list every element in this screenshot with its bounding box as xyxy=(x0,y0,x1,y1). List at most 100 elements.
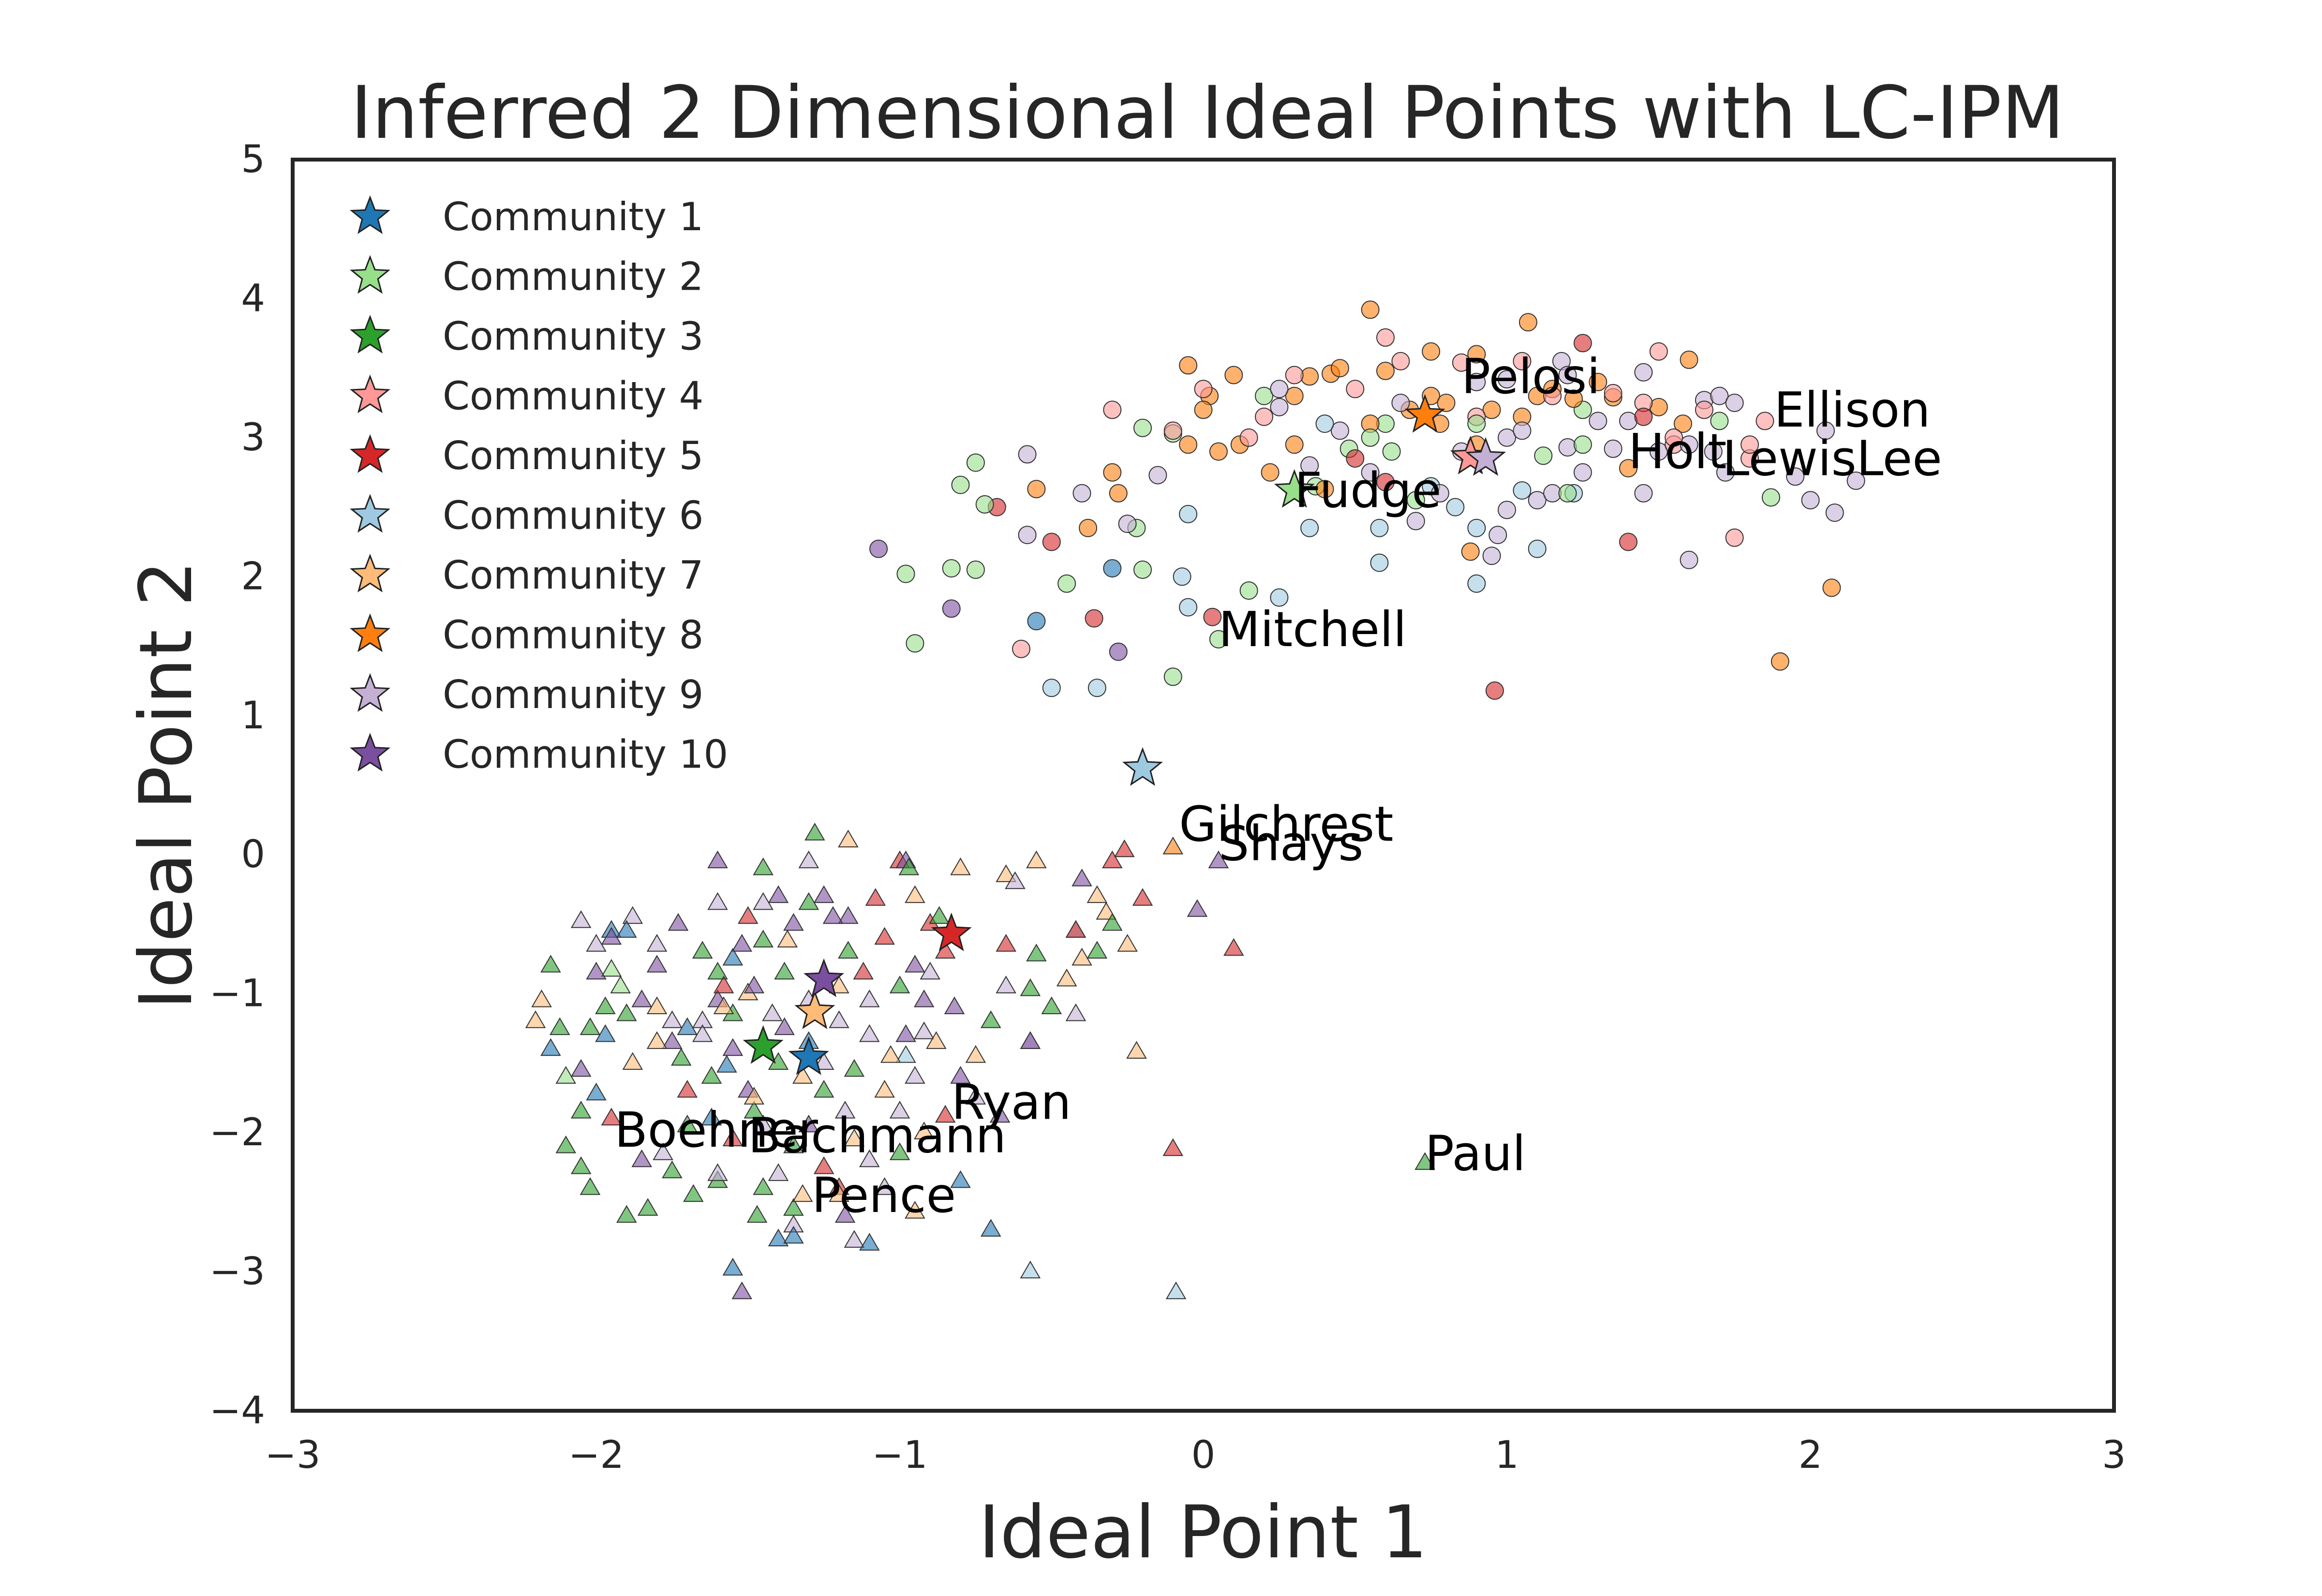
x-tick-label: 2 xyxy=(1799,1433,1823,1477)
data-point-triangle xyxy=(905,1201,925,1219)
y-tick-label: 0 xyxy=(241,833,265,876)
data-point-triangle xyxy=(865,888,886,906)
data-point-triangle xyxy=(834,1205,856,1223)
data-point-triangle xyxy=(1026,850,1047,869)
data-point-circle xyxy=(1239,428,1258,447)
data-point-circle xyxy=(1018,445,1037,464)
data-point-circle xyxy=(1604,384,1622,402)
data-point-circle xyxy=(1446,498,1465,517)
data-point-triangle xyxy=(822,906,844,924)
data-point-triangle xyxy=(744,1087,765,1105)
data-point-triangle xyxy=(601,1108,622,1125)
data-point-circle xyxy=(1315,480,1334,499)
data-point-triangle xyxy=(1020,1260,1041,1279)
data-point-circle xyxy=(1564,389,1583,408)
data-point-triangle xyxy=(989,1105,1011,1123)
data-point-triangle xyxy=(1208,850,1229,869)
data-point-triangle xyxy=(1101,913,1123,931)
data-point-circle xyxy=(1710,412,1729,430)
data-point-triangle xyxy=(768,1228,789,1246)
data-point-circle xyxy=(1103,559,1122,578)
data-point-triangle xyxy=(829,1010,849,1028)
data-point-circle xyxy=(1430,484,1449,502)
data-point-triangle xyxy=(844,1059,865,1077)
x-tick-label: −2 xyxy=(568,1433,624,1477)
data-point-circle xyxy=(1406,512,1425,531)
data-point-triangle xyxy=(531,990,552,1007)
data-point-triangle xyxy=(555,1135,577,1153)
annotation-label: Boehner xyxy=(614,1102,819,1158)
data-point-circle xyxy=(1467,414,1486,433)
y-axis-ticks: −4 −3 −2 −1 0 1 2 3 4 5 xyxy=(209,138,265,1433)
data-point-circle xyxy=(1255,386,1273,405)
data-point-triangle xyxy=(880,1045,901,1063)
data-point-triangle xyxy=(1162,1138,1184,1156)
data-point-triangle xyxy=(844,1128,865,1147)
data-point-triangle xyxy=(804,823,825,841)
centroid-star xyxy=(743,1025,784,1064)
data-point-circle xyxy=(1825,503,1844,522)
data-point-circle xyxy=(1725,394,1744,412)
data-point-circle xyxy=(1534,446,1553,465)
data-point-triangle xyxy=(677,1079,698,1098)
legend-label: Community 7 xyxy=(443,553,703,598)
data-point-triangle xyxy=(813,1079,834,1098)
data-point-circle xyxy=(1680,550,1698,569)
data-point-triangle xyxy=(646,934,668,952)
data-point-triangle xyxy=(1126,1041,1147,1059)
data-point-triangle xyxy=(595,996,616,1014)
data-point-circle xyxy=(1406,491,1425,510)
data-point-triangle xyxy=(683,1184,704,1202)
data-point-triangle xyxy=(616,920,637,938)
y-tick-label: 1 xyxy=(241,694,265,738)
annotation-label: Fudge xyxy=(1295,462,1442,519)
data-point-triangle xyxy=(768,885,789,903)
data-point-circle xyxy=(1816,421,1835,440)
data-point-circle xyxy=(1109,484,1128,502)
data-point-triangle xyxy=(774,961,795,980)
plot-frame xyxy=(291,158,2116,1413)
data-point-circle xyxy=(1133,418,1152,437)
data-point-triangle xyxy=(859,1233,880,1251)
data-point-circle xyxy=(1482,400,1501,419)
data-point-triangle xyxy=(1187,899,1208,917)
data-point-circle xyxy=(1300,367,1319,386)
data-point-circle xyxy=(1285,366,1304,384)
legend-star-icon xyxy=(350,673,390,712)
data-point-triangle xyxy=(1096,901,1116,920)
data-point-triangle xyxy=(1005,871,1026,889)
data-point-circle xyxy=(1072,484,1091,502)
data-point-circle xyxy=(1173,567,1191,586)
data-point-triangle xyxy=(1056,968,1077,987)
data-point-triangle xyxy=(692,1024,713,1042)
data-point-triangle xyxy=(744,975,765,993)
data-point-triangle xyxy=(549,1017,570,1035)
data-point-triangle xyxy=(586,1082,607,1101)
data-point-circle xyxy=(1589,372,1608,391)
data-point-circle xyxy=(1042,679,1061,697)
community-centroids xyxy=(743,394,1506,1075)
data-point-triangle xyxy=(1165,1281,1187,1300)
data-point-triangle xyxy=(1087,941,1108,959)
data-point-triangle xyxy=(646,955,668,973)
data-point-triangle xyxy=(980,1010,1001,1028)
data-point-circle xyxy=(1634,363,1653,382)
data-point-circle xyxy=(1710,386,1729,405)
data-point-triangle xyxy=(874,927,895,945)
data-point-circle xyxy=(1589,412,1608,430)
data-point-circle xyxy=(1573,435,1592,454)
data-point-circle xyxy=(1485,681,1504,700)
legend-label: Community 5 xyxy=(443,433,703,478)
data-point-circle xyxy=(1619,532,1637,551)
data-point-triangle xyxy=(926,1031,947,1049)
data-point-circle xyxy=(1370,553,1389,572)
data-point-triangle xyxy=(637,1198,658,1216)
data-point-circle xyxy=(1801,491,1820,510)
data-point-circle xyxy=(1634,407,1653,426)
legend-star-icon xyxy=(350,374,390,414)
data-point-triangle xyxy=(631,990,652,1007)
data-point-triangle xyxy=(722,947,744,966)
data-point-circle xyxy=(1300,518,1319,537)
centroid-star xyxy=(788,1036,829,1075)
data-point-circle xyxy=(1422,342,1441,361)
